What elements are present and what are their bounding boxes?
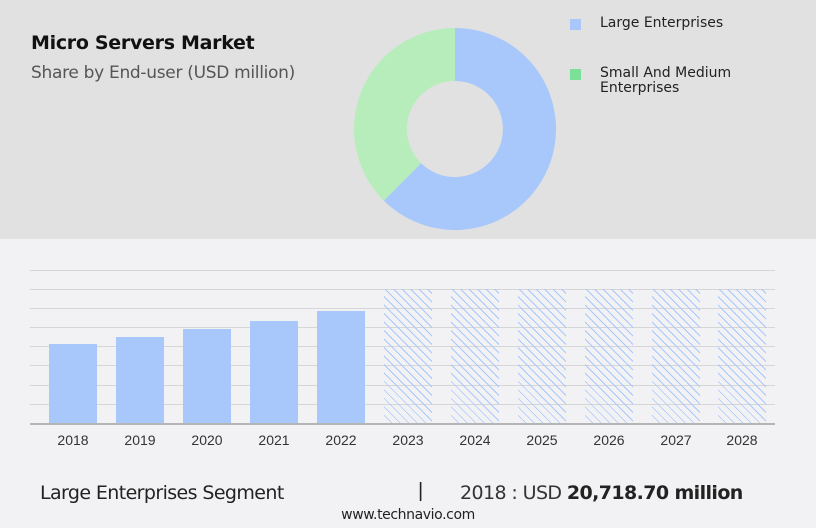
legend-label: Large Enterprises (600, 15, 724, 31)
bar-2024-forecast[interactable] (451, 289, 499, 423)
page-subtitle: Share by End-user (USD million) (31, 63, 295, 83)
legend-swatch (570, 69, 581, 80)
bar-2019[interactable] (116, 337, 164, 423)
bar-2026-forecast[interactable] (585, 289, 633, 423)
x-tick-label: 2020 (191, 432, 223, 448)
source-url[interactable]: www.technavio.com (341, 507, 475, 523)
x-tick-label: 2025 (526, 432, 558, 448)
x-tick-label: 2022 (325, 432, 357, 448)
bar-chart: 2018 2019 2020 2021 2022 2023 2024 2025 … (30, 260, 775, 460)
segment-label: Large Enterprises Segment (40, 482, 284, 504)
page-title: Micro Servers Market (31, 32, 255, 54)
legend-label: Small And Medium (600, 65, 732, 81)
bar-2018[interactable] (49, 344, 97, 423)
segment-value-amount: 20,718.70 million (566, 482, 743, 504)
segment-value: 2018 : USD 20,718.70 million (460, 482, 743, 504)
legend-label-line2: Enterprises (600, 80, 680, 96)
bar-2025-forecast[interactable] (518, 289, 566, 423)
legend-item-small-medium-enterprises[interactable]: Small And Medium Enterprises (570, 66, 731, 96)
bar-2027-forecast[interactable] (652, 289, 700, 423)
x-tick-label: 2026 (593, 432, 625, 448)
x-tick-label: 2021 (258, 432, 290, 448)
segment-value-prefix: 2018 : USD (460, 482, 562, 504)
x-tick-label: 2028 (726, 432, 758, 448)
summary-panel: Micro Servers Market Share by End-user (… (0, 0, 816, 239)
footer-separator: | (418, 480, 424, 502)
x-axis (30, 423, 775, 425)
bar-2021[interactable] (250, 321, 298, 423)
x-tick-label: 2023 (392, 432, 424, 448)
x-tick-label: 2019 (124, 432, 156, 448)
bar-2020[interactable] (183, 329, 231, 423)
donut-chart (354, 27, 557, 230)
bar-2022[interactable] (317, 311, 365, 423)
x-tick-label: 2027 (660, 432, 692, 448)
x-tick-label: 2018 (57, 432, 89, 448)
bar-2023-forecast[interactable] (384, 289, 432, 423)
legend-item-large-enterprises[interactable]: Large Enterprises (570, 16, 723, 31)
legend-swatch (570, 19, 581, 30)
x-tick-label: 2024 (459, 432, 491, 448)
gridline (30, 270, 775, 271)
donut-slice-large-enterprises[interactable] (383, 27, 557, 230)
bar-2028-forecast[interactable] (718, 289, 766, 423)
donut-slice-small-medium-enterprises[interactable] (354, 28, 455, 201)
